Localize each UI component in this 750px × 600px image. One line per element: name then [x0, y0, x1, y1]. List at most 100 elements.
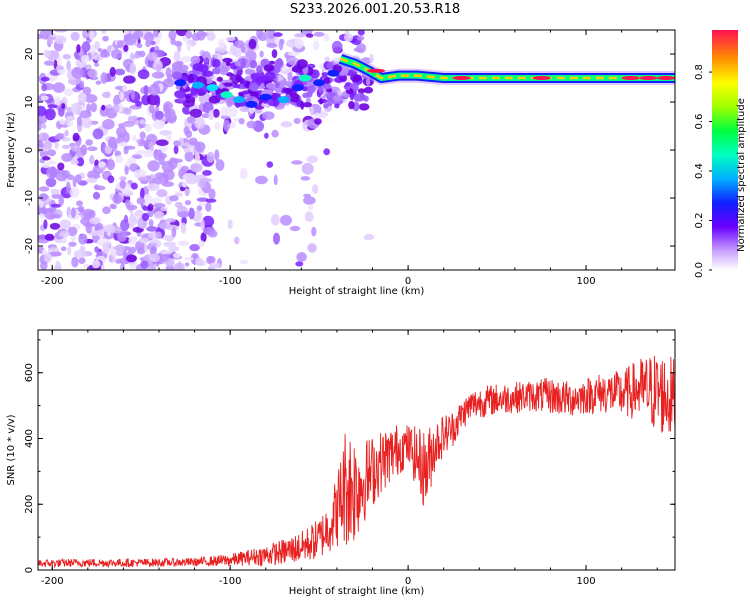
heatmap-cell: [308, 203, 314, 211]
colorbar-tick-label: 0.2: [694, 213, 705, 229]
heatmap-cell: [79, 234, 87, 240]
colorbar-tick-label: 0.4: [694, 163, 705, 179]
heatmap-cell: [65, 181, 71, 193]
colorbar: [712, 30, 738, 270]
heatmap-cell: [174, 90, 186, 99]
heatmap-cell: [262, 89, 273, 95]
heatmap-cell: [241, 46, 246, 53]
heatmap-cell: [239, 259, 249, 265]
heatmap-cell: [146, 226, 158, 232]
x-tick-label: -200: [41, 276, 64, 287]
heatmap-cell: [327, 96, 333, 107]
heatmap-cell: [239, 167, 248, 180]
heatmap-cell: [57, 162, 65, 171]
heatmap-cell: [51, 193, 62, 199]
colorbar-tick-label: 0.8: [694, 64, 705, 80]
heatmap-cell: [208, 109, 214, 121]
heatmap-cell: [174, 192, 183, 197]
heatmap-cell: [88, 230, 101, 236]
heatmap-cell: [262, 111, 275, 120]
heatmap-cell: [222, 57, 233, 63]
heatmap-cell: [270, 214, 280, 226]
heatmap-cell: [188, 207, 195, 220]
heatmap-cell: [277, 80, 288, 88]
y-tick-label: 400: [24, 429, 35, 448]
heatmap-cell: [327, 69, 340, 77]
heatmap-cell: [140, 187, 145, 200]
heatmap-cell: [137, 176, 150, 182]
heatmap-cell: [148, 219, 154, 228]
heatmap-cell: [225, 36, 236, 42]
heatmap-cell: [102, 242, 110, 254]
y-tick-label: 200: [24, 495, 35, 514]
heatmap-cell: [130, 90, 136, 100]
heatmap-cell: [111, 49, 123, 60]
heatmap-cell: [186, 42, 191, 52]
heatmap-cell: [123, 122, 135, 128]
heatmap-cell: [248, 106, 255, 114]
heatmap-cell: [135, 240, 145, 252]
x-tick-label: -200: [41, 576, 64, 587]
heatmap-cell: [264, 71, 276, 80]
heatmap-cell: [138, 50, 146, 58]
heatmap-cell: [102, 206, 111, 215]
heatmap-cell: [129, 246, 137, 254]
heatmap-cell: [119, 91, 125, 101]
heatmap-cell: [81, 41, 91, 53]
heatmap-cell: [153, 203, 166, 208]
heatmap-cell: [165, 218, 176, 223]
heatmap-cell: [189, 108, 202, 119]
heatmap-cell: [194, 141, 206, 152]
y-tick-label: -20: [24, 238, 35, 254]
heatmap-cell: [120, 219, 130, 232]
heatmap-cell: [190, 162, 203, 173]
heatmap-cell: [80, 217, 93, 226]
heatmap-cell: [155, 110, 164, 120]
heatmap-cell: [177, 240, 190, 247]
heatmap-cell: [273, 174, 278, 186]
heatmap-cell: [306, 155, 319, 163]
heatmap-cell: [238, 91, 244, 97]
chart-title: S233.2026.001.20.53.R18: [289, 2, 461, 17]
heatmap-cell: [206, 84, 219, 92]
heatmap-cell: [73, 249, 87, 259]
heatmap-cell: [266, 161, 274, 168]
heatmap-cell: [85, 223, 93, 234]
plot-frame-bottom: [37, 329, 676, 571]
heatmap-cell: [233, 96, 246, 104]
heatmap-cell: [246, 120, 257, 129]
heatmap-cell: [122, 249, 128, 259]
heatmap-cell: [43, 219, 48, 229]
heatmap-cell: [289, 92, 300, 103]
heatmap-cell: [137, 140, 147, 147]
heatmap-cell: [95, 80, 102, 85]
heatmap-cell: [259, 50, 264, 58]
heatmap-cell: [42, 156, 51, 161]
heatmap-cell: [156, 189, 168, 198]
heatmap-cell: [303, 196, 316, 205]
heatmap-cell: [163, 241, 177, 247]
heatmap-cell: [47, 34, 54, 45]
heatmap-cell: [90, 102, 98, 113]
heatmap-cell: [212, 108, 220, 118]
heatmap-cell: [174, 79, 187, 87]
heatmap-cell: [266, 43, 278, 48]
heatmap-cell: [305, 97, 311, 104]
heatmap-cell: [66, 60, 71, 72]
heatmap-cell: [301, 162, 314, 175]
heatmap-cell: [235, 75, 243, 82]
heatmap-cell: [196, 205, 203, 212]
heatmap-cell: [220, 115, 231, 120]
heatmap-cell: [168, 30, 177, 40]
heatmap-cell: [129, 163, 139, 172]
heatmap-cell: [191, 40, 196, 47]
heatmap-cell: [85, 139, 93, 146]
x-tick-label: -100: [219, 276, 242, 287]
heatmap-cell: [225, 61, 231, 66]
heatmap-cell: [101, 104, 106, 111]
heatmap-cell: [192, 81, 205, 89]
heatmap-cell: [59, 230, 70, 238]
heatmap-cell: [47, 160, 57, 165]
x-tick-label: 100: [576, 276, 595, 287]
heatmap-cell: [71, 256, 79, 268]
